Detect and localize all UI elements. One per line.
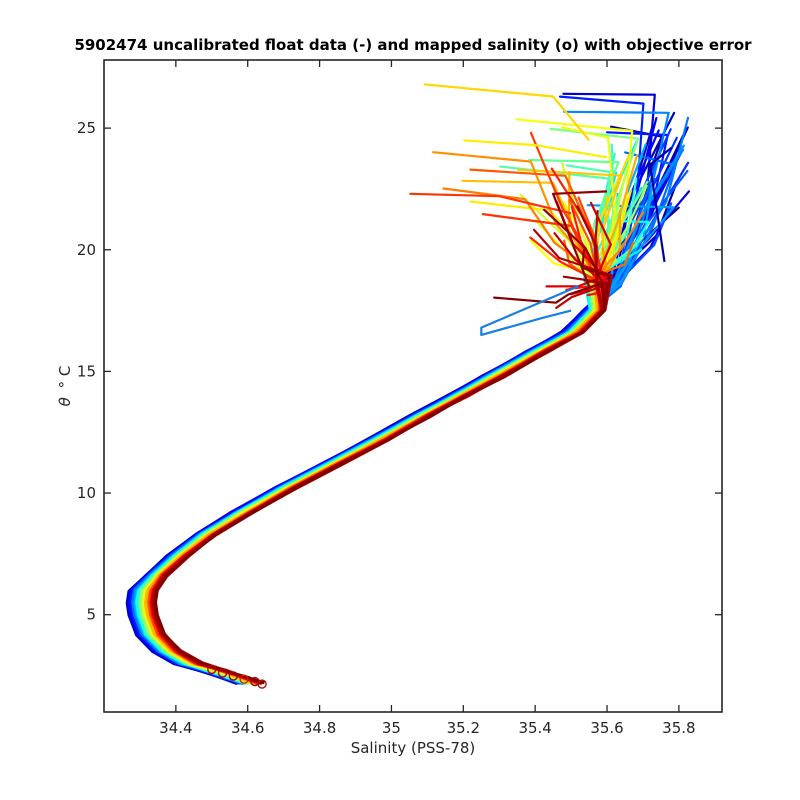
- x-tick-label: 35.8: [662, 719, 695, 737]
- profile-line: [149, 213, 603, 685]
- profile-line: [142, 162, 598, 685]
- profile-line: [649, 146, 673, 263]
- profile-line: [150, 278, 603, 685]
- chart-title: 5902474 uncalibrated float data (-) and …: [74, 36, 752, 54]
- profile-line: [147, 168, 623, 684]
- profile-line: [139, 221, 632, 684]
- profile-line: [147, 247, 608, 685]
- y-tick-label: 25: [77, 119, 96, 137]
- profile-line: [139, 158, 620, 685]
- profile-line: [149, 151, 603, 684]
- profile-line: [147, 179, 601, 685]
- profile-line: [152, 276, 608, 684]
- profile-line: [128, 92, 656, 685]
- y-tick-label: 10: [77, 484, 96, 502]
- profile-line: [152, 275, 608, 685]
- profile-line: [409, 192, 572, 215]
- profile-line: [141, 164, 615, 685]
- profile-line: [151, 279, 604, 685]
- x-tick-label: 35: [382, 719, 401, 737]
- profile-line: [138, 236, 644, 685]
- profile-line: [147, 241, 635, 685]
- profile-line: [130, 131, 669, 684]
- y-axis-label: θ ° C: [56, 366, 74, 407]
- x-axis-label: Salinity (PSS-78): [351, 739, 476, 757]
- profile-line: [129, 95, 645, 685]
- mapped-salinity-points: [207, 664, 267, 689]
- profile-line: [135, 182, 611, 684]
- y-axis: 5 10 15 20 25: [77, 119, 722, 624]
- profile-line: [135, 248, 643, 683]
- x-axis: 34.4 34.6 34.8 35 35.2 35.4 35.6 35.8: [159, 60, 696, 737]
- profile-line: [147, 210, 622, 684]
- x-tick-label: 35.6: [590, 719, 623, 737]
- profile-line: [127, 209, 652, 685]
- profile-line: [480, 285, 579, 336]
- profile-line: [126, 111, 676, 684]
- profile-line: [137, 242, 625, 684]
- plot-frame: [103, 59, 723, 713]
- y-tick-label: 20: [77, 241, 96, 259]
- profile-line: [154, 228, 613, 684]
- profile-line: [134, 110, 670, 685]
- y-axis-label-unit: ° C: [56, 366, 74, 389]
- mapped-salinity-point: [207, 664, 217, 675]
- profile-line: [141, 226, 599, 684]
- profile-line: [463, 139, 608, 159]
- svg-text:θ ° C: θ ° C: [56, 366, 74, 407]
- profile-line: [149, 211, 644, 684]
- profile-line: [131, 128, 672, 685]
- series-layer: [125, 83, 690, 685]
- profile-line: [138, 217, 623, 684]
- profile-line: [127, 125, 664, 684]
- x-tick-label: 35.4: [518, 719, 551, 737]
- x-tick-label: 34.4: [159, 719, 192, 737]
- mapped-salinity-point: [239, 674, 249, 684]
- profile-line: [144, 170, 598, 685]
- x-tick-label: 35.2: [447, 719, 480, 737]
- profile-line: [145, 118, 634, 685]
- profile-line: [423, 83, 590, 141]
- y-tick-label: 15: [77, 362, 96, 380]
- y-axis-label-symbol: θ: [56, 397, 74, 406]
- y-tick-label: 5: [86, 606, 96, 624]
- profile-line: [136, 244, 639, 685]
- profile-line: [138, 153, 616, 685]
- mapped-salinity-point: [228, 671, 239, 681]
- profile-line: [552, 190, 608, 287]
- profile-line: [154, 282, 606, 684]
- profile-line: [154, 208, 606, 685]
- x-tick-label: 34.6: [231, 719, 264, 737]
- mapped-salinity-point: [257, 679, 267, 689]
- mapped-salinity-point: [217, 668, 228, 678]
- x-tick-label: 34.8: [303, 719, 336, 737]
- profile-line: [153, 248, 611, 684]
- profile-line: [144, 219, 599, 684]
